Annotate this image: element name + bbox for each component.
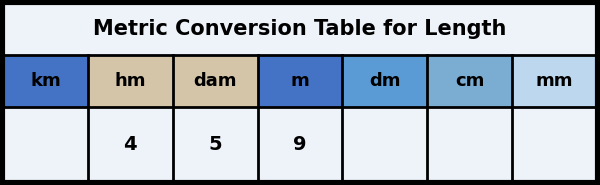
Bar bbox=[512, 55, 597, 107]
Text: mm: mm bbox=[536, 72, 574, 90]
Bar bbox=[3, 55, 88, 107]
Bar bbox=[173, 55, 257, 107]
Text: 9: 9 bbox=[293, 135, 307, 154]
Text: 5: 5 bbox=[208, 135, 222, 154]
Bar bbox=[3, 107, 88, 182]
Bar bbox=[343, 107, 427, 182]
Text: m: m bbox=[290, 72, 310, 90]
Bar bbox=[427, 107, 512, 182]
Text: 4: 4 bbox=[124, 135, 137, 154]
Text: Metric Conversion Table for Length: Metric Conversion Table for Length bbox=[94, 19, 506, 39]
Bar bbox=[88, 107, 173, 182]
Bar bbox=[343, 55, 427, 107]
Bar bbox=[257, 107, 343, 182]
Text: hm: hm bbox=[115, 72, 146, 90]
Bar bbox=[427, 55, 512, 107]
Text: cm: cm bbox=[455, 72, 484, 90]
Bar bbox=[173, 107, 257, 182]
Text: dam: dam bbox=[193, 72, 237, 90]
Bar bbox=[3, 3, 597, 55]
Bar bbox=[512, 107, 597, 182]
Text: km: km bbox=[30, 72, 61, 90]
Text: dm: dm bbox=[369, 72, 401, 90]
Bar bbox=[88, 55, 173, 107]
Bar bbox=[257, 55, 343, 107]
